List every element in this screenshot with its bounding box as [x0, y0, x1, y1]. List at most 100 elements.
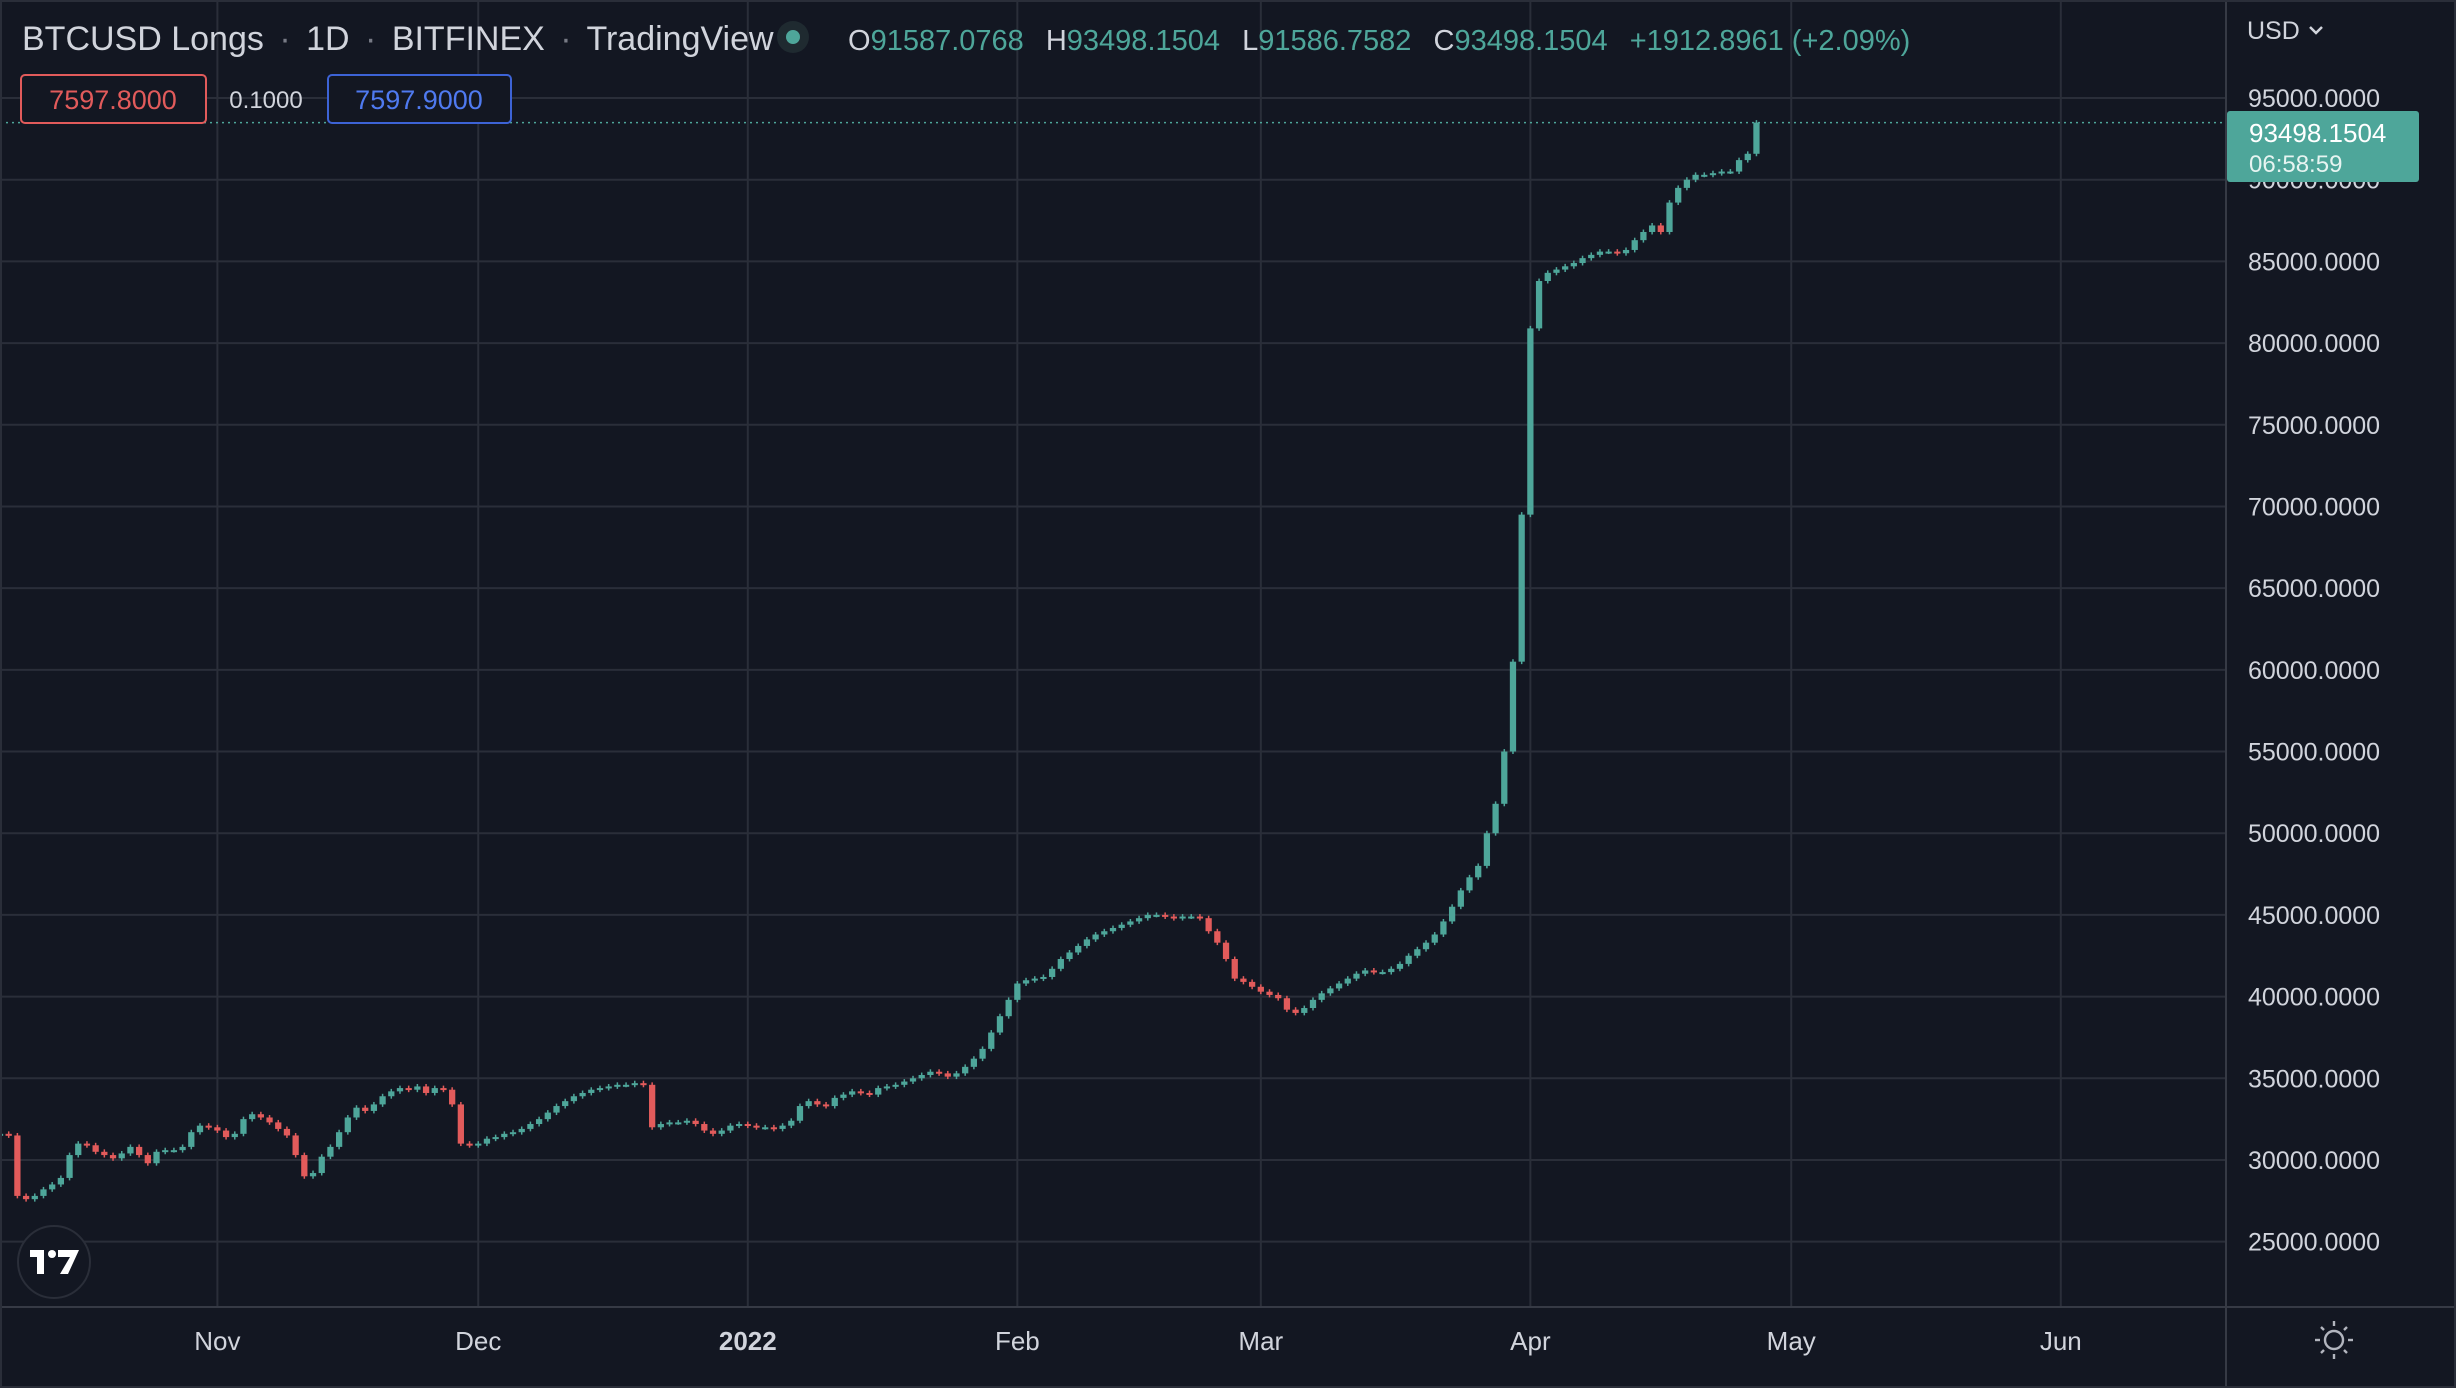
candle-body [379, 1096, 386, 1105]
candle-body [1127, 921, 1134, 925]
currency-label[interactable]: USD [2247, 17, 2300, 45]
candle-body [1040, 976, 1047, 979]
candle-body [518, 1128, 525, 1133]
candle-body [1553, 269, 1560, 273]
candle-body [1535, 281, 1543, 329]
candle-body [1205, 918, 1212, 932]
candle-body [457, 1104, 464, 1144]
candle-body [1283, 998, 1291, 1010]
candle-body [683, 1120, 691, 1123]
candle-body [501, 1133, 508, 1138]
candle-body [1544, 272, 1551, 282]
candle-body [1527, 328, 1534, 515]
close-value: 93498.1504 [1454, 25, 1607, 57]
candle-body [127, 1146, 134, 1154]
candle-body [466, 1143, 473, 1146]
candle-body [1701, 174, 1708, 177]
currency-menu[interactable]: USD [2247, 17, 2323, 45]
time-tick-label: Feb [995, 1326, 1040, 1356]
last-price-label-bg [2227, 111, 2419, 182]
candle-body [1075, 945, 1082, 953]
separator: · [279, 20, 290, 58]
price-tick-label: 60000.0000 [2248, 657, 2380, 685]
candle-body [622, 1084, 630, 1087]
time-axis[interactable]: Nov Dec 2022 Feb Mar Apr May Jun [194, 1326, 2081, 1356]
settings-sun-icon[interactable] [2315, 1321, 2353, 1359]
candle-body [857, 1091, 864, 1094]
candle-body [249, 1114, 256, 1120]
candle-body [327, 1146, 334, 1157]
candle-body [649, 1084, 656, 1128]
candle-body [75, 1143, 82, 1156]
candle-body [996, 1016, 1004, 1033]
candle-body [1362, 970, 1369, 974]
candle-body [562, 1101, 569, 1107]
candle-body [1579, 258, 1586, 264]
candle-body [570, 1096, 578, 1102]
candle-body [866, 1092, 873, 1095]
candle-body [144, 1155, 151, 1164]
candle-body [1049, 968, 1056, 977]
candle-body [753, 1125, 760, 1128]
candle-body [1266, 991, 1273, 995]
candle-body [257, 1114, 264, 1118]
candle-body [727, 1125, 734, 1131]
candle-body [275, 1122, 282, 1129]
price-tick-label: 95000.0000 [2248, 85, 2380, 113]
candle-body [640, 1083, 647, 1086]
candle-body [883, 1086, 891, 1089]
tradingview-logo-icon[interactable] [17, 1225, 91, 1299]
candle-body [927, 1071, 934, 1076]
sell-button[interactable]: 7597.8000 [20, 74, 207, 124]
candle-body [1431, 934, 1438, 943]
candle-body [1692, 174, 1699, 180]
candle-body [1501, 751, 1508, 804]
candle-body [1327, 988, 1334, 994]
candle-body [553, 1106, 560, 1113]
candle-body [1492, 803, 1499, 834]
candle-body [588, 1089, 595, 1093]
candle-body [153, 1151, 160, 1164]
candle-body [605, 1086, 612, 1089]
candle-body [1596, 251, 1604, 255]
buy-button[interactable]: 7597.9000 [327, 74, 512, 124]
candle-body [1257, 986, 1264, 992]
candle-body [1231, 959, 1238, 979]
candle-body [118, 1153, 125, 1159]
candle-body [675, 1122, 682, 1125]
candle-body [1388, 968, 1395, 973]
candle-body [83, 1143, 91, 1146]
candle-body [1101, 931, 1108, 935]
candle-body [788, 1120, 795, 1126]
grid-lines [0, 0, 2226, 1307]
candle-body [301, 1155, 308, 1177]
time-tick-label: Mar [1238, 1326, 1283, 1356]
price-tick-label: 70000.0000 [2248, 493, 2380, 521]
market-status-dot-icon [786, 30, 800, 44]
candle-body [1622, 249, 1630, 254]
candle-body [1640, 231, 1647, 241]
candle-body [188, 1132, 195, 1147]
chevron-down-icon[interactable] [2309, 26, 2323, 35]
candle-body [1666, 202, 1673, 232]
candle-body [579, 1092, 586, 1097]
candle-body [1370, 970, 1377, 973]
candle-body [735, 1124, 743, 1127]
candle-body [396, 1088, 404, 1092]
candle-body [666, 1122, 673, 1125]
candle-body [179, 1146, 186, 1151]
candle-body [701, 1124, 708, 1131]
price-tick-label: 35000.0000 [2248, 1065, 2380, 1093]
candle-body [440, 1088, 447, 1091]
candle-body [1153, 914, 1160, 917]
price-axis[interactable]: 25000.0000 30000.0000 35000.0000 40000.0000… [2248, 85, 2380, 1257]
time-tick-label: Jun [2040, 1326, 2082, 1356]
price-tick-label: 65000.0000 [2248, 575, 2380, 603]
candle-body [431, 1088, 438, 1093]
candle-body [1457, 890, 1464, 907]
candle-body [1214, 931, 1221, 943]
candle-body [1066, 952, 1073, 960]
